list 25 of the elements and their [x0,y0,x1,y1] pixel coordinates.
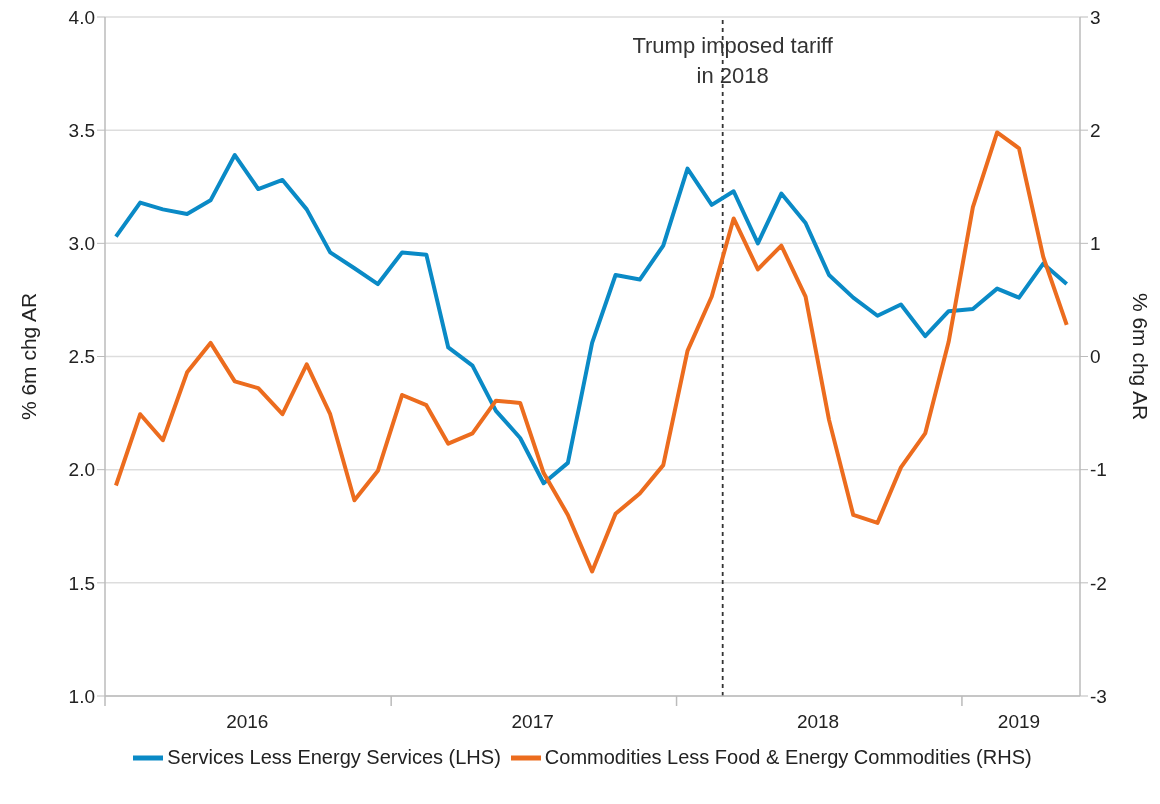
y2-tick-label: -1 [1090,459,1107,481]
y2-tick-label: 1 [1090,233,1101,255]
y2-tick-label: 3 [1090,6,1101,28]
y2-tick-label: -2 [1090,572,1107,594]
y-tick-label: 2.0 [68,459,95,481]
line-series [113,130,1069,574]
x-tick-label: 2016 [226,711,269,732]
ref-line-label: Trump imposed tariff in 2018 [632,33,834,88]
y2-tick-label: 2 [1090,119,1101,141]
x-tick-label: 2018 [796,711,840,732]
y2-tick-label: -3 [1090,685,1107,707]
line-series [113,153,1069,486]
legend-label: Services Less Energy Services (LHS) [167,746,501,769]
x-tick-label: 2019 [997,711,1041,732]
y-tick-label: 1.0 [68,685,95,707]
y-tick-label: 1.5 [68,572,95,594]
legend-label: Commodities Less Food & Energy Commodities (RHS) [544,746,1032,769]
y-tick-label: 4.0 [68,6,95,28]
y2-tick-label: 0 [1090,346,1101,368]
x-tick-label: 2017 [511,711,554,732]
y-axis-title: % 6m chg AR [17,292,41,421]
y-tick-label: 2.5 [68,346,95,368]
y2-axis-title: % 6m chg AR [1128,292,1152,421]
y-tick-label: 3.0 [68,233,95,255]
y-tick-label: 3.5 [68,119,95,141]
